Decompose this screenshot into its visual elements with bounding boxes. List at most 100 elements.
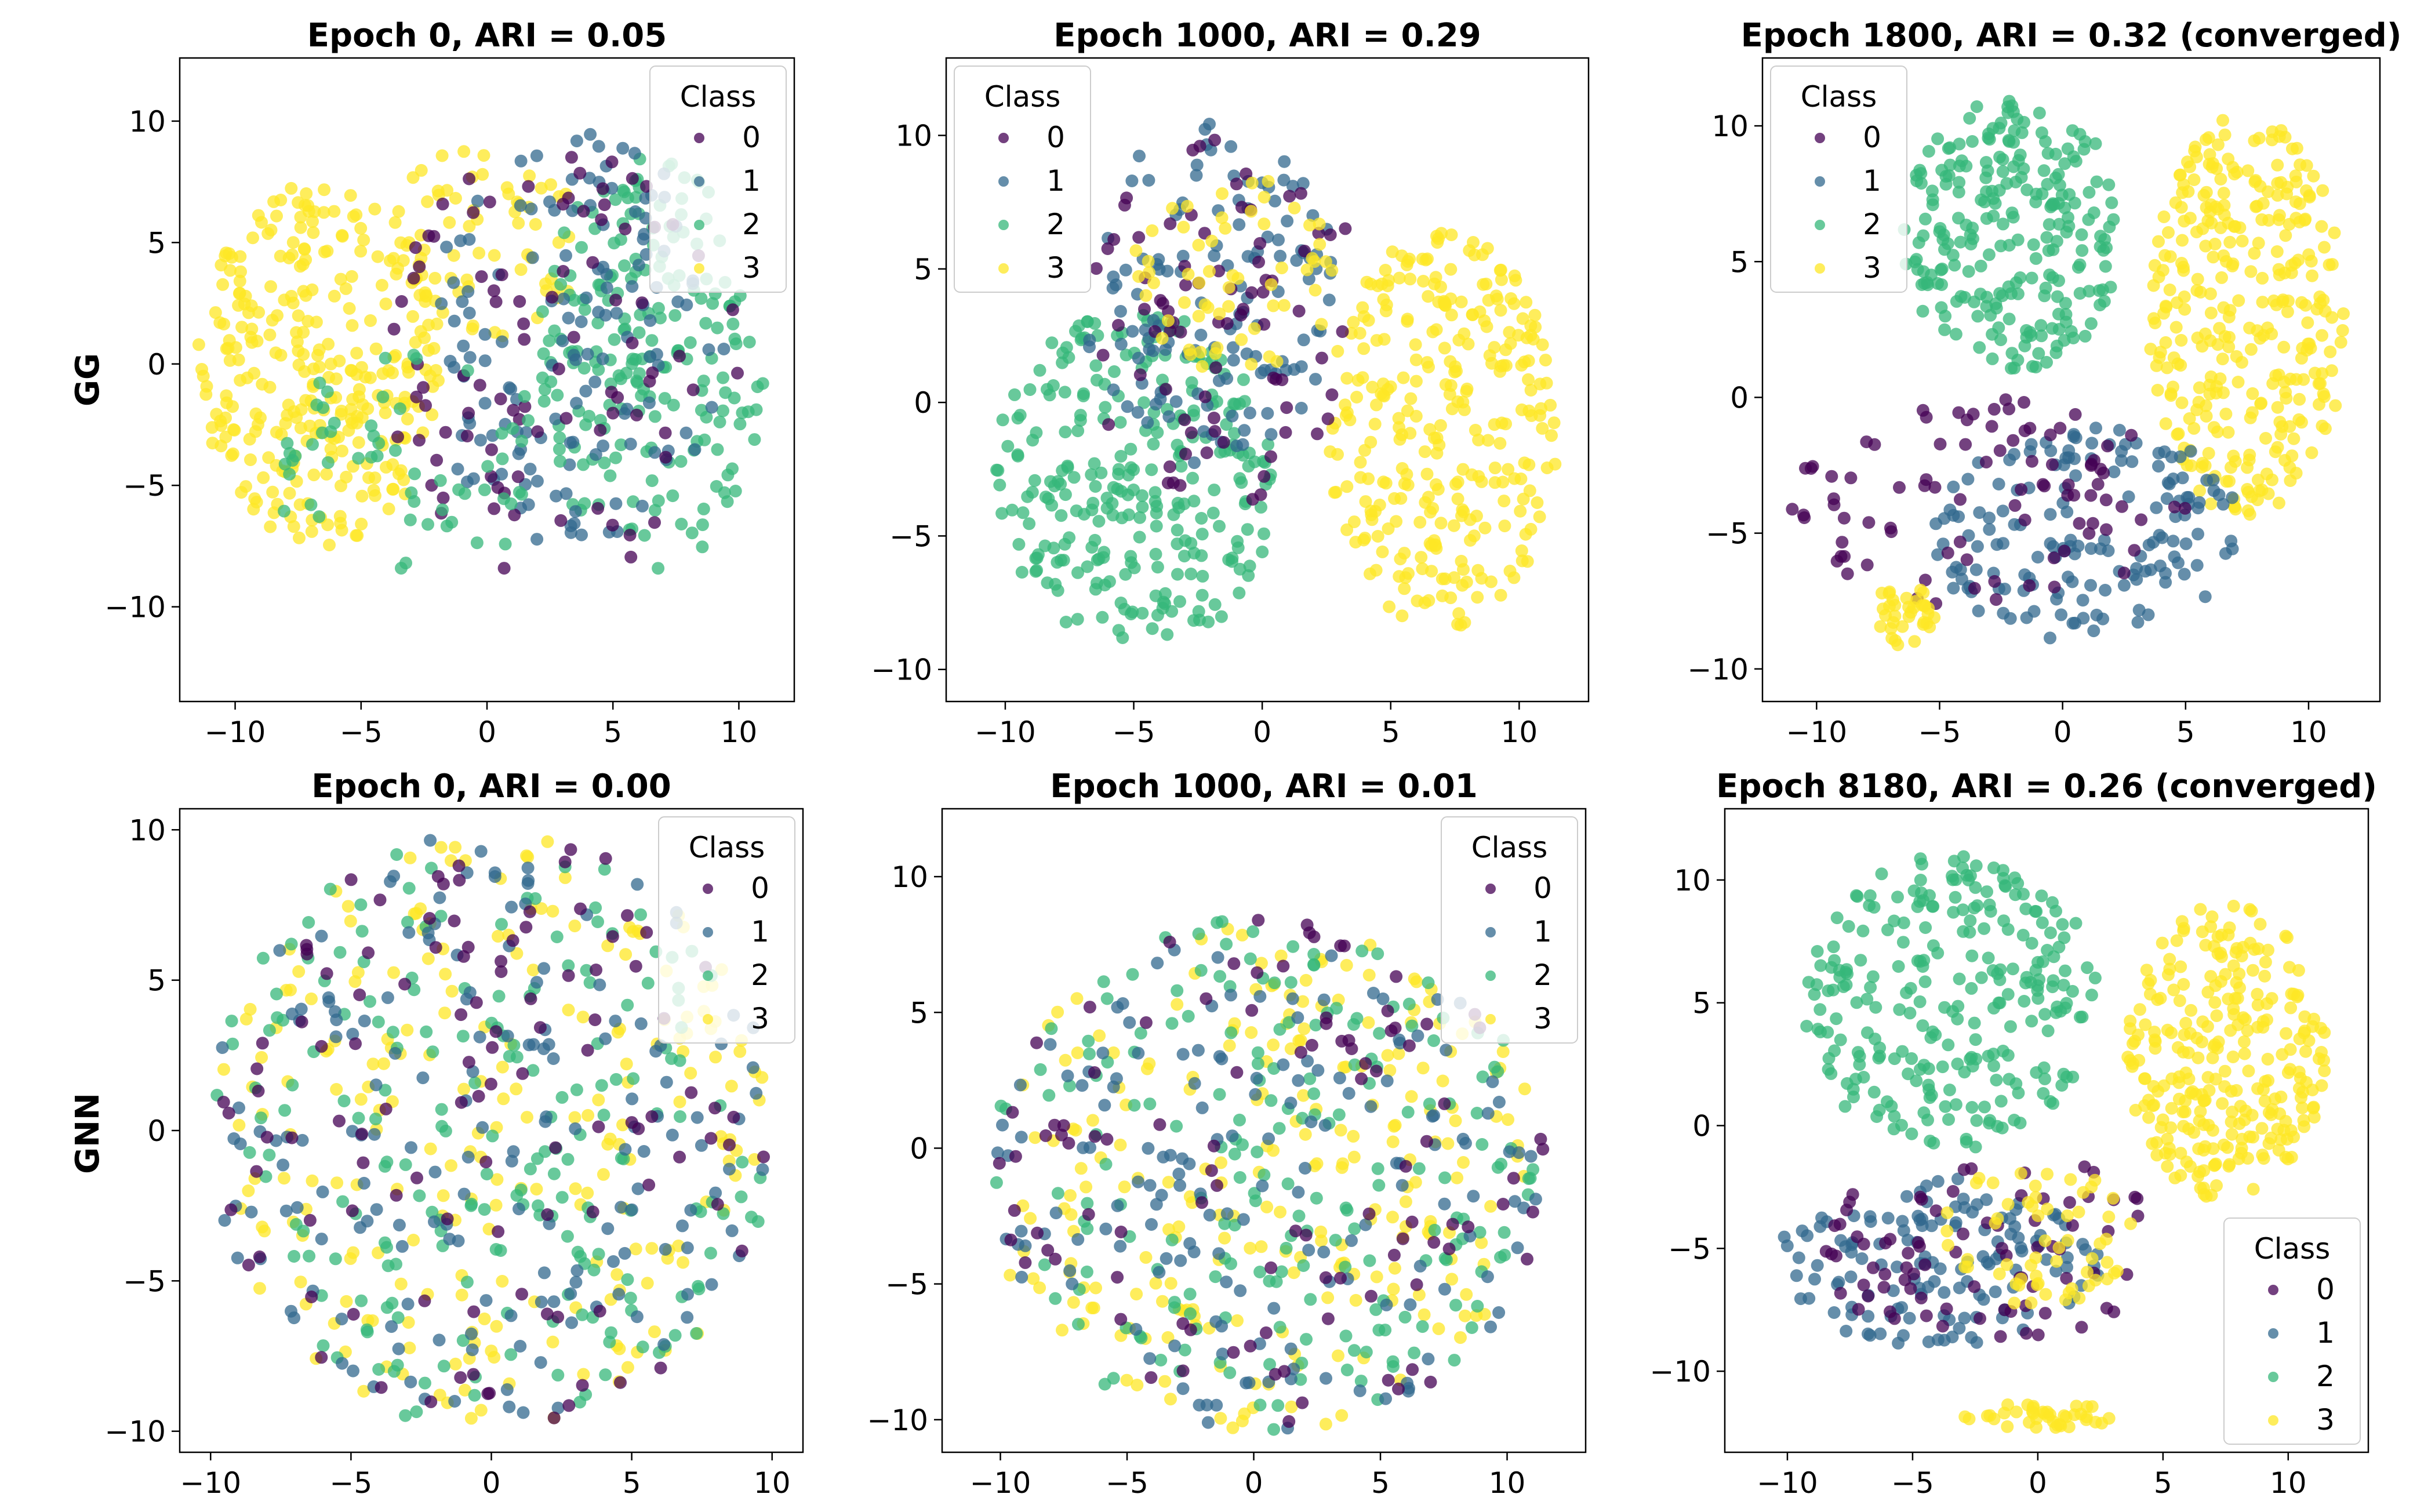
point-class-0 — [2047, 551, 2060, 565]
x-tick-label: −5 — [1918, 715, 1961, 749]
point-class-3 — [449, 1357, 462, 1371]
point-class-2 — [324, 425, 337, 438]
point-class-3 — [2172, 1076, 2186, 1089]
point-class-0 — [1382, 1373, 1395, 1387]
point-class-2 — [1251, 1146, 1264, 1158]
point-class-1 — [466, 1343, 479, 1357]
point-class-2 — [1028, 474, 1041, 487]
point-class-3 — [1454, 1331, 1467, 1344]
point-class-3 — [1390, 515, 1403, 528]
point-class-1 — [245, 1205, 258, 1219]
point-class-1 — [1376, 992, 1390, 1005]
point-class-3 — [387, 252, 400, 265]
point-class-0 — [2008, 499, 2022, 512]
point-class-1 — [1255, 366, 1268, 380]
point-class-3 — [2000, 1258, 2014, 1271]
point-class-3 — [1528, 308, 1542, 322]
point-class-0 — [533, 1021, 547, 1034]
point-class-2 — [1147, 438, 1160, 450]
point-class-0 — [531, 425, 544, 438]
point-class-0 — [497, 562, 511, 575]
point-class-3 — [1515, 554, 1529, 568]
point-class-3 — [1499, 417, 1512, 431]
point-class-0 — [1893, 481, 1906, 494]
point-class-2 — [1931, 946, 1945, 959]
point-class-2 — [1307, 1087, 1321, 1100]
point-class-2 — [641, 976, 655, 990]
point-class-2 — [1264, 1094, 1278, 1107]
point-class-1 — [1953, 1322, 1966, 1335]
point-class-1 — [1983, 523, 1996, 536]
point-class-0 — [1844, 471, 1858, 485]
point-class-3 — [1460, 575, 1473, 588]
point-class-2 — [578, 497, 591, 510]
point-class-3 — [1466, 308, 1480, 321]
point-class-3 — [2197, 1164, 2211, 1177]
point-class-2 — [226, 1037, 239, 1051]
point-class-2 — [1828, 954, 1841, 967]
point-class-3 — [2193, 381, 2206, 394]
point-class-3 — [1436, 1074, 1449, 1088]
point-class-1 — [1153, 1266, 1166, 1279]
point-class-3 — [1419, 253, 1433, 267]
point-class-3 — [421, 195, 434, 208]
point-class-3 — [1255, 1240, 1268, 1253]
point-class-2 — [2073, 287, 2087, 300]
point-class-1 — [1896, 1215, 1909, 1228]
point-class-0 — [673, 1150, 686, 1164]
point-class-1 — [1084, 1141, 1096, 1154]
point-class-3 — [1515, 359, 1528, 372]
point-class-1 — [1061, 1069, 1074, 1082]
point-class-2 — [1900, 986, 1913, 999]
point-class-3 — [2279, 1115, 2292, 1128]
point-class-3 — [2154, 991, 2167, 1005]
point-class-3 — [310, 315, 323, 329]
point-class-2 — [499, 537, 512, 551]
point-class-1 — [428, 1215, 441, 1228]
point-class-2 — [1850, 996, 1863, 1009]
y-tick-label: −5 — [123, 1264, 166, 1298]
point-class-1 — [681, 1241, 694, 1255]
point-class-3 — [397, 473, 410, 486]
point-class-2 — [621, 1273, 634, 1286]
point-class-0 — [557, 265, 570, 278]
point-class-1 — [593, 978, 606, 991]
point-class-2 — [1987, 1001, 2000, 1015]
point-class-1 — [1236, 438, 1249, 451]
x-tick-label: −5 — [1891, 1466, 1934, 1500]
point-class-3 — [490, 1320, 503, 1333]
y-tick-label: 0 — [147, 348, 166, 381]
point-class-2 — [1938, 243, 1951, 256]
point-class-1 — [1215, 1320, 1229, 1333]
point-class-0 — [1841, 567, 1854, 580]
legend-marker-class-0 — [1485, 884, 1496, 894]
point-class-0 — [1786, 503, 1799, 516]
legend-label: 3 — [1863, 251, 1881, 285]
point-class-3 — [366, 1057, 380, 1071]
point-class-2 — [1422, 976, 1435, 990]
point-class-0 — [413, 260, 426, 274]
point-class-3 — [2208, 996, 2222, 1009]
point-class-3 — [569, 1182, 582, 1195]
point-class-1 — [232, 1101, 245, 1114]
point-class-3 — [2176, 234, 2189, 247]
point-class-1 — [503, 1400, 516, 1413]
point-class-3 — [2142, 1111, 2156, 1124]
point-class-0 — [1282, 1415, 1296, 1428]
point-class-2 — [1023, 383, 1037, 396]
point-class-2 — [1350, 1012, 1364, 1025]
point-class-1 — [1141, 416, 1154, 429]
point-class-0 — [2007, 434, 2020, 447]
point-class-2 — [620, 366, 633, 380]
point-class-2 — [1034, 1063, 1047, 1076]
legend-label: 3 — [742, 251, 761, 285]
point-class-1 — [2025, 438, 2038, 451]
point-class-0 — [1914, 1291, 1928, 1304]
point-class-3 — [2102, 1211, 2116, 1223]
point-class-1 — [1992, 478, 2005, 490]
point-class-2 — [1206, 506, 1220, 519]
point-class-0 — [711, 1198, 724, 1211]
point-class-2 — [609, 1073, 623, 1086]
point-class-3 — [2262, 943, 2274, 957]
